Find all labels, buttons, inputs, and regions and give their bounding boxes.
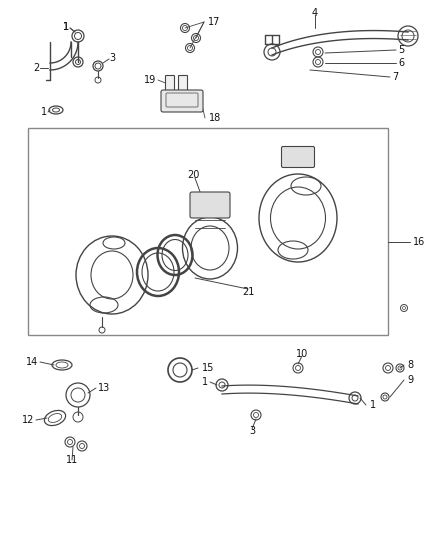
Text: 20: 20 — [187, 170, 199, 180]
Text: 9: 9 — [407, 375, 413, 385]
Text: 7: 7 — [392, 72, 398, 82]
Text: 18: 18 — [209, 113, 221, 123]
Text: 10: 10 — [296, 349, 308, 359]
Text: 15: 15 — [202, 363, 214, 373]
FancyBboxPatch shape — [179, 76, 187, 91]
Text: 1: 1 — [202, 377, 208, 387]
Text: 1: 1 — [63, 22, 69, 32]
Text: 13: 13 — [98, 383, 110, 393]
Text: 14: 14 — [26, 357, 38, 367]
Text: 16: 16 — [413, 237, 425, 247]
Text: 17: 17 — [208, 17, 220, 27]
Text: 5: 5 — [398, 45, 404, 55]
Text: 1: 1 — [41, 107, 47, 117]
Text: 12: 12 — [21, 415, 34, 425]
FancyBboxPatch shape — [166, 76, 174, 91]
Text: 1: 1 — [63, 22, 69, 32]
Text: 11: 11 — [66, 455, 78, 465]
Text: 1: 1 — [370, 400, 376, 410]
Text: 8: 8 — [407, 360, 413, 370]
Text: 21: 21 — [242, 287, 254, 297]
Text: 3: 3 — [109, 53, 115, 63]
Text: 3: 3 — [249, 426, 255, 436]
Text: 19: 19 — [144, 75, 156, 85]
Text: 2: 2 — [33, 63, 39, 73]
FancyBboxPatch shape — [190, 192, 230, 218]
Text: 6: 6 — [398, 58, 404, 68]
FancyBboxPatch shape — [161, 90, 203, 112]
Bar — [28, 128, 388, 335]
FancyBboxPatch shape — [282, 147, 314, 167]
Text: 4: 4 — [312, 8, 318, 18]
